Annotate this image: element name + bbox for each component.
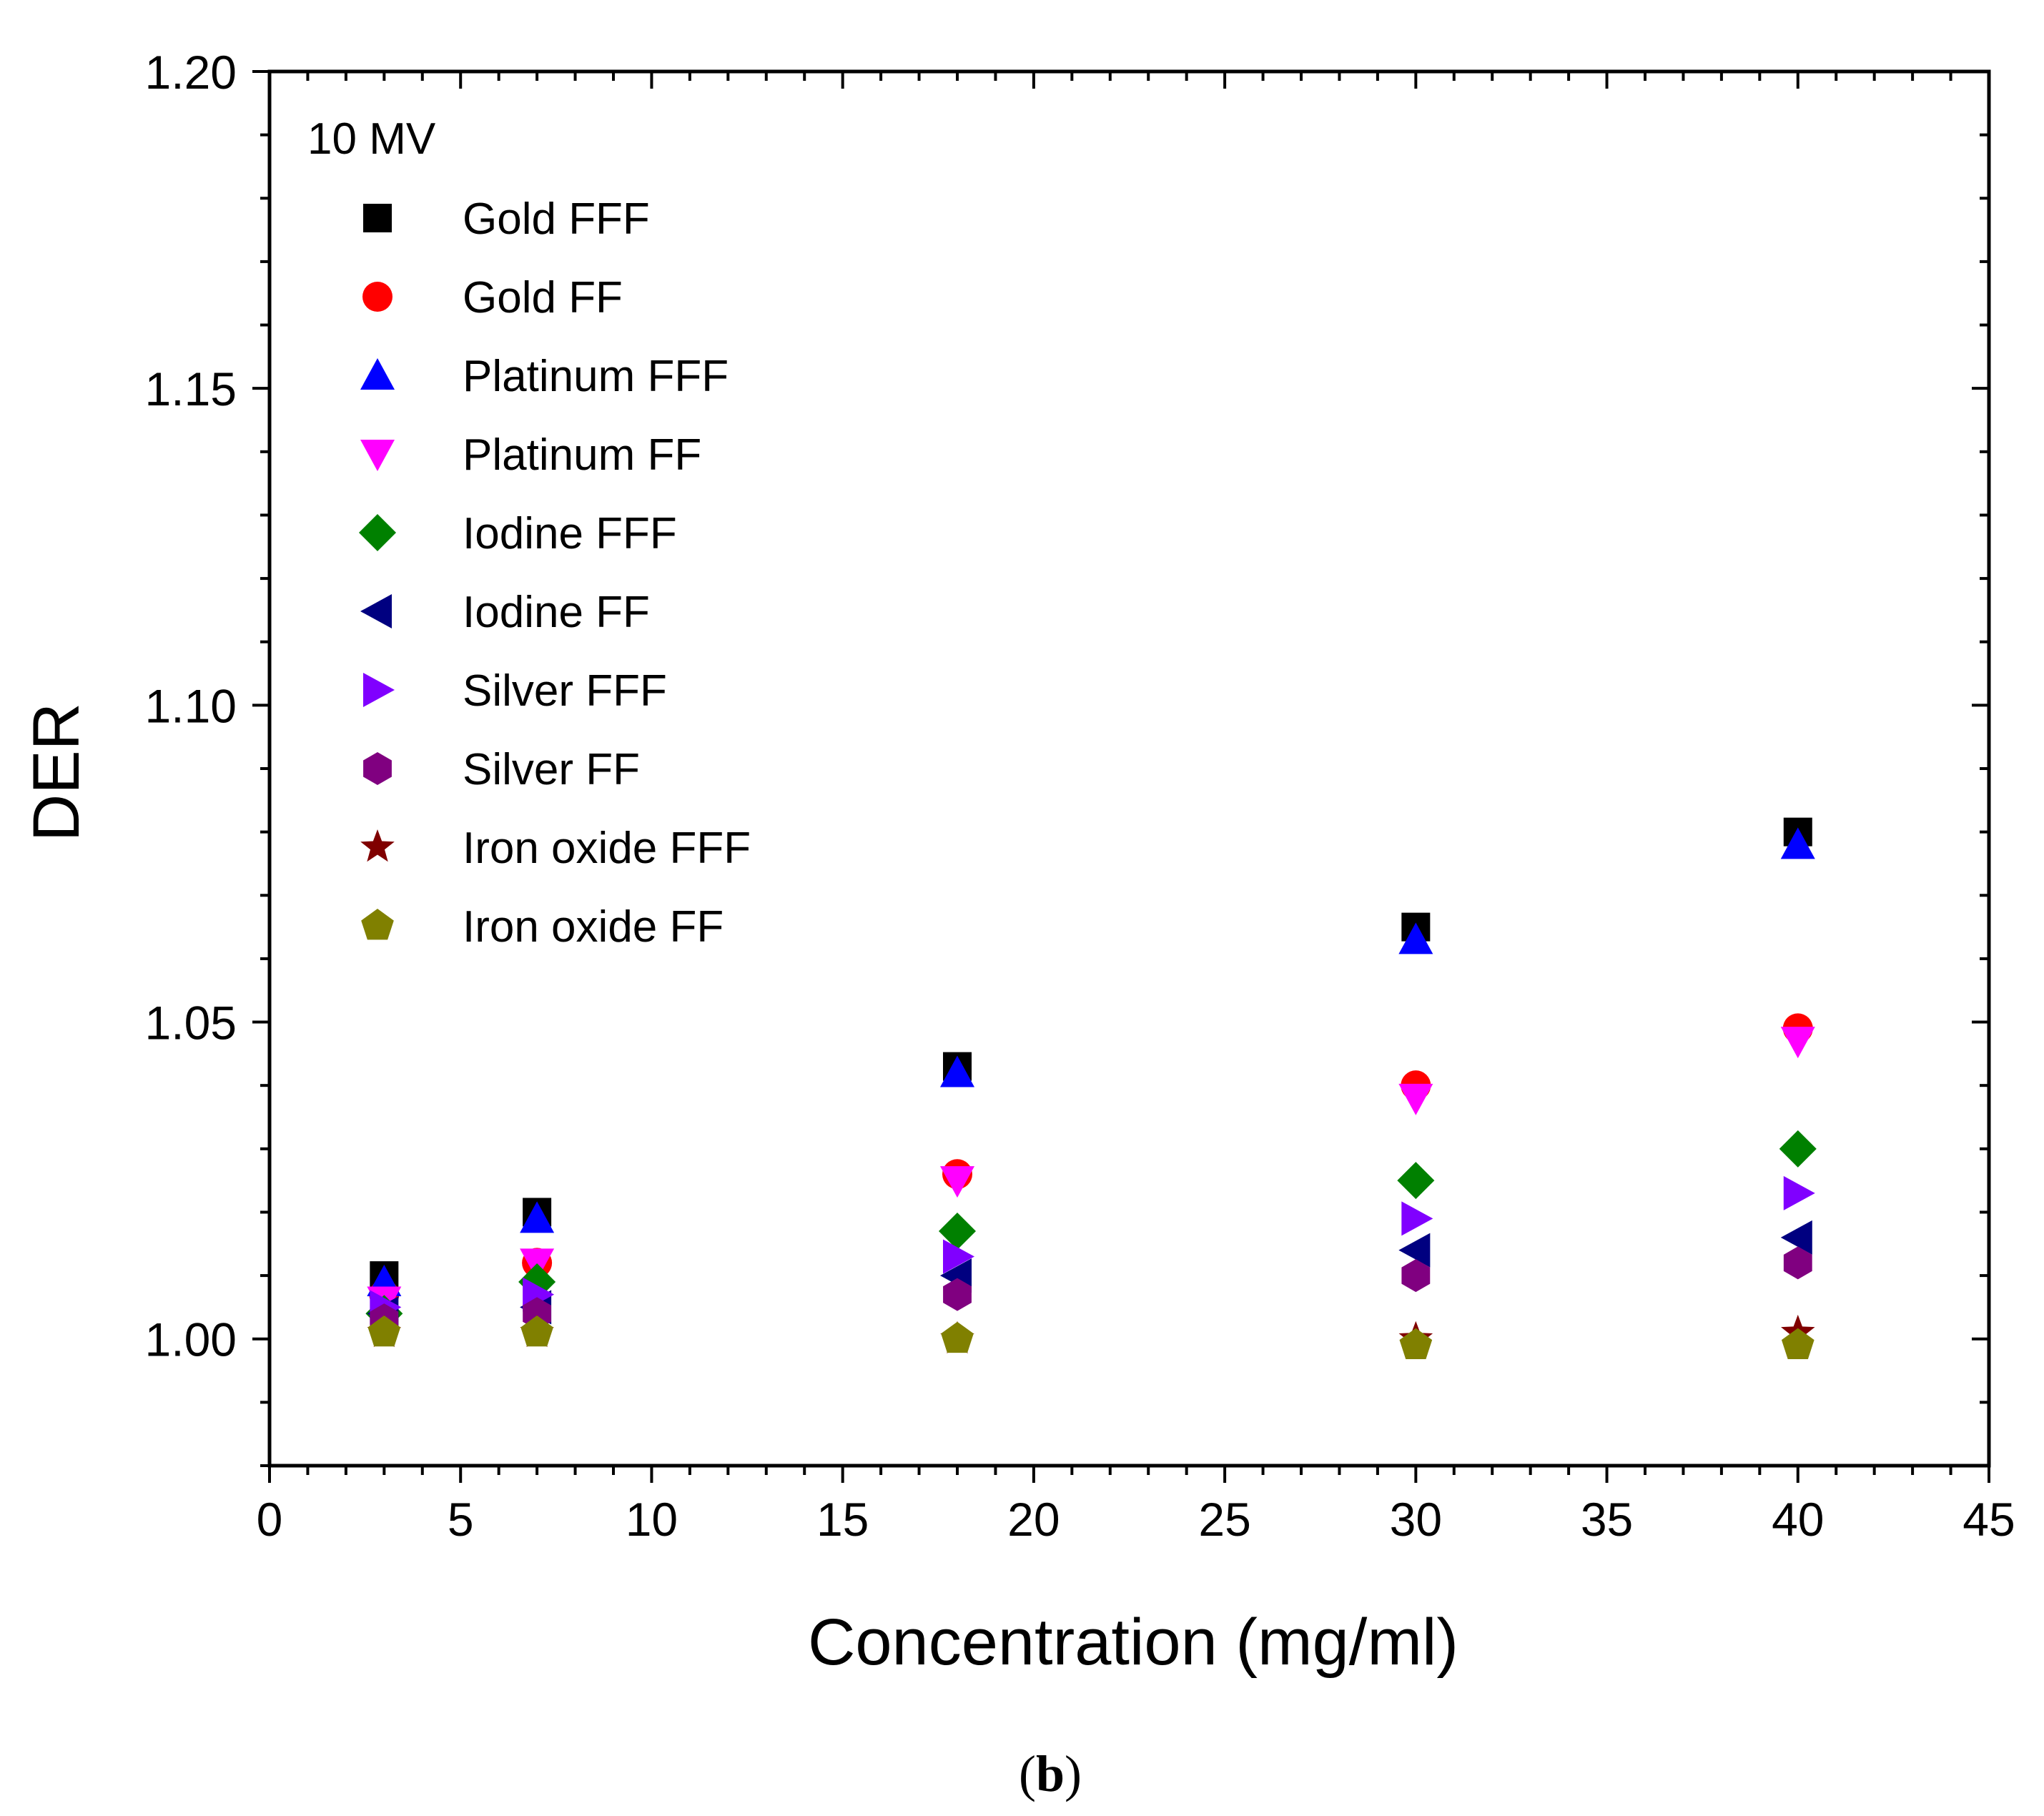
legend-label-iodine-fff: Iodine FFF bbox=[463, 509, 677, 558]
legend-label-iron-oxide-ff: Iron oxide FF bbox=[463, 902, 724, 952]
x-tick-label: 25 bbox=[1198, 1493, 1250, 1546]
legend-marker-platinum-ff bbox=[360, 440, 395, 471]
x-tick-label: 5 bbox=[448, 1493, 474, 1546]
point-silver-ff bbox=[1401, 1259, 1431, 1293]
point-iron-oxide-ff bbox=[1781, 1328, 1815, 1360]
y-tick-label: 1.10 bbox=[145, 679, 237, 732]
point-iodine-ff bbox=[1398, 1233, 1431, 1268]
x-tick-label: 0 bbox=[257, 1493, 283, 1546]
legend-marker-silver-ff bbox=[363, 752, 392, 785]
point-iodine-fff bbox=[1779, 1130, 1817, 1168]
legend-label-platinum-ff: Platinum FF bbox=[463, 430, 701, 480]
x-tick-label: 30 bbox=[1390, 1493, 1442, 1546]
legend-label-iron-oxide-fff: Iron oxide FFF bbox=[463, 824, 751, 873]
point-platinum-fff bbox=[940, 1055, 974, 1087]
x-tick-label: 35 bbox=[1581, 1493, 1633, 1546]
legend-marker-iodine-fff bbox=[359, 514, 396, 551]
point-silver-ff bbox=[1783, 1246, 1812, 1280]
x-axis-title: Concentration (mg/ml) bbox=[808, 1606, 1458, 1679]
point-silver-fff bbox=[1401, 1201, 1433, 1236]
y-tick-label: 1.20 bbox=[145, 46, 237, 99]
caption-label: b bbox=[1036, 1745, 1065, 1802]
x-tick-label: 45 bbox=[1962, 1493, 2015, 1546]
point-platinum-ff bbox=[1780, 1027, 1815, 1059]
point-iodine-fff bbox=[939, 1213, 976, 1250]
point-platinum-fff bbox=[520, 1201, 555, 1233]
point-iodine-fff bbox=[1397, 1162, 1435, 1200]
legend-label-gold-fff: Gold FFF bbox=[463, 194, 650, 244]
point-silver-fff bbox=[943, 1239, 974, 1274]
legend: Gold FFF Gold FF Platinum FFF Platinum FF Io… bbox=[359, 194, 751, 952]
point-iron-oxide-ff bbox=[520, 1315, 553, 1347]
x-tick-label: 10 bbox=[626, 1493, 678, 1546]
legend-marker-gold-fff bbox=[363, 204, 392, 232]
legend-label-platinum-fff: Platinum FFF bbox=[463, 352, 729, 401]
legend-marker-iron-oxide-fff bbox=[360, 829, 395, 862]
legend-marker-iodine-ff bbox=[360, 594, 392, 628]
legend-label-silver-fff: Silver FFF bbox=[463, 666, 667, 716]
y-axis-title: DER bbox=[20, 703, 93, 842]
point-platinum-fff bbox=[1398, 922, 1433, 954]
x-tick-label: 40 bbox=[1772, 1493, 1824, 1546]
legend-marker-iron-oxide-ff bbox=[361, 909, 394, 940]
annotation-energy: 10 MV bbox=[307, 114, 436, 164]
point-iron-oxide-ff bbox=[1399, 1328, 1433, 1360]
x-tick-label: 20 bbox=[1007, 1493, 1060, 1546]
point-silver-fff bbox=[1783, 1175, 1815, 1210]
data-points bbox=[365, 817, 1817, 1360]
point-iodine-ff bbox=[1780, 1220, 1812, 1255]
legend-marker-platinum-fff bbox=[360, 358, 395, 390]
point-platinum-ff bbox=[940, 1166, 974, 1198]
y-tick-label: 1.05 bbox=[145, 997, 237, 1050]
figure-caption: (b) bbox=[1019, 1745, 1082, 1802]
y-tick-label: 1.15 bbox=[145, 362, 237, 415]
tick-labels: 0 5 10 15 20 25 30 35 40 45 1.00 1.05 1.10 1.15 1.20 bbox=[145, 46, 2015, 1546]
point-silver-ff bbox=[943, 1278, 972, 1311]
caption-open-paren: ( bbox=[1019, 1745, 1036, 1802]
point-platinum-fff bbox=[1780, 827, 1815, 859]
point-iron-oxide-ff bbox=[941, 1321, 974, 1353]
legend-label-iodine-ff: Iodine FF bbox=[463, 588, 650, 637]
point-platinum-ff bbox=[1398, 1083, 1433, 1115]
plot-frame bbox=[267, 69, 1991, 1468]
y-tick-label: 1.00 bbox=[145, 1313, 237, 1366]
legend-marker-silver-fff bbox=[363, 673, 395, 707]
x-tick-label: 15 bbox=[816, 1493, 869, 1546]
legend-marker-gold-ff bbox=[362, 282, 392, 312]
legend-label-silver-ff: Silver FF bbox=[463, 745, 640, 794]
caption-close-paren: ) bbox=[1065, 1745, 1082, 1802]
legend-label-gold-ff: Gold FF bbox=[463, 273, 623, 322]
point-iron-oxide-ff bbox=[367, 1315, 401, 1347]
